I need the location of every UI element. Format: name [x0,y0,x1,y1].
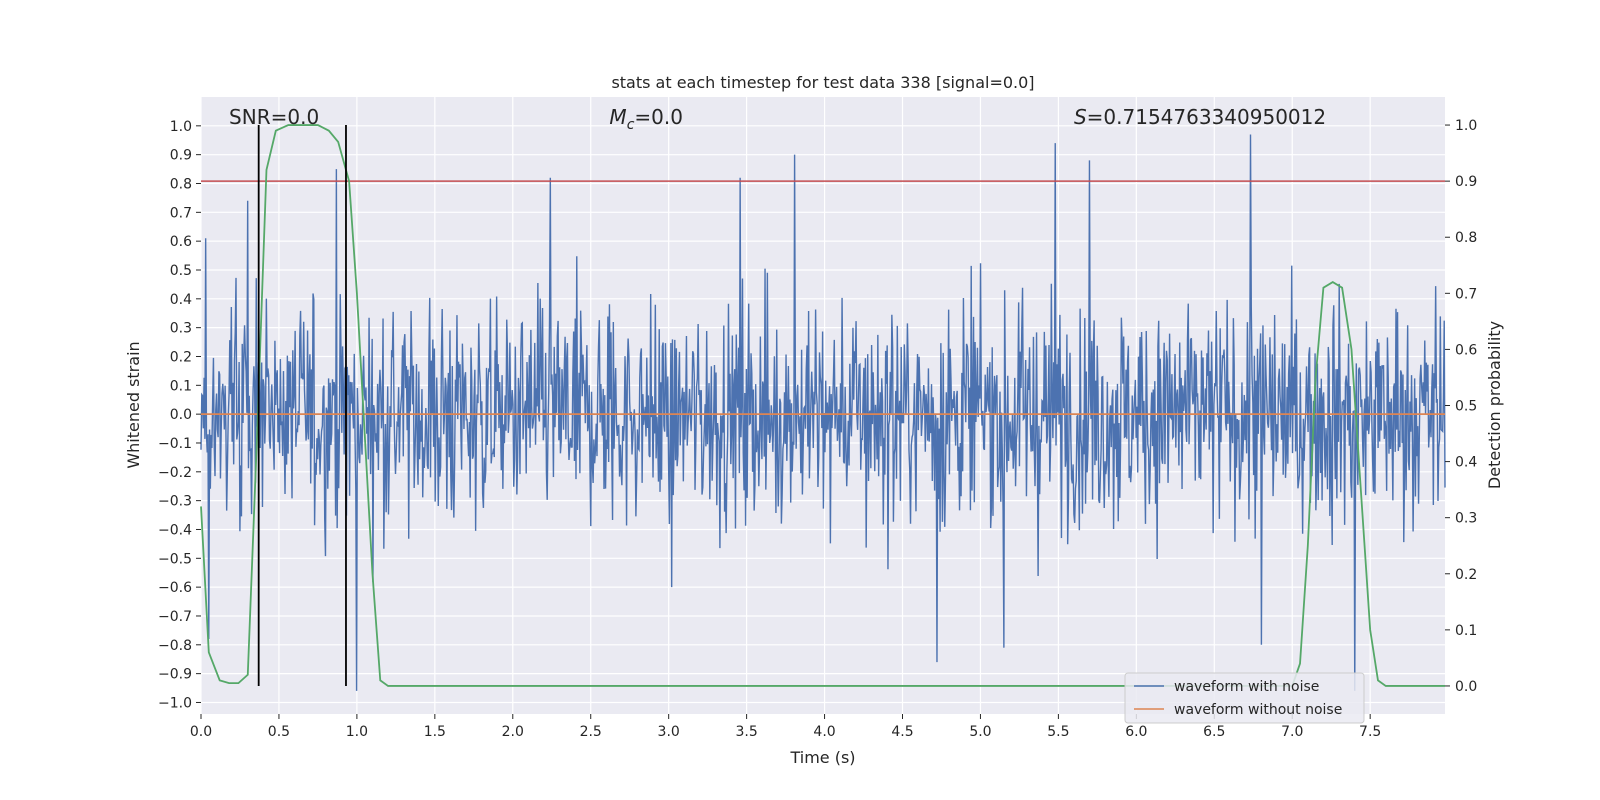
annotation-2: S=0.7154763340950012 [1074,105,1326,129]
y-tick-label-10: 0.0 [170,407,192,423]
annotation-0: SNR=0.0 [229,105,319,129]
x-tick-label-5: 2.5 [580,724,602,740]
legend-label-noise: waveform with noise [1174,679,1319,695]
x-tick-label-10: 5.0 [969,724,991,740]
annotation-1: Mc=0.0 [609,105,683,133]
y2-tick-label-9: 0.1 [1455,623,1477,639]
markers [257,125,347,686]
y-tick-label-3: 0.7 [170,205,192,221]
x-tick-label-13: 6.5 [1203,724,1225,740]
x-tick-label-6: 3.0 [658,724,680,740]
y2-tick-label-8: 0.2 [1455,567,1477,583]
x-tick-label-11: 5.5 [1047,724,1069,740]
x-tick-label-14: 7.0 [1281,724,1303,740]
y-tick-label-6: 0.4 [170,292,192,308]
y2-tick-label-2: 0.8 [1455,230,1477,246]
x-tick-label-4: 2.0 [502,724,524,740]
y-tick-label-20: −1.0 [158,695,192,711]
y-tick-label-5: 0.5 [170,263,192,279]
y-tick-label-1: 0.9 [170,148,192,164]
y-tick-label-9: 0.1 [170,378,192,394]
x-tick-label-7: 3.5 [735,724,757,740]
legend-label-clean: waveform without noise [1174,702,1342,718]
y-tick-label-18: −0.8 [158,638,192,654]
x-tick-label-15: 7.5 [1359,724,1381,740]
x-tick-label-8: 4.0 [813,724,835,740]
x-ticks: 0.0 0.5 1.0 1.5 2.0 2.5 3.0 3.5 4.0 4.5 5.0 5.5 6.0 6… [190,714,1381,740]
legend-box [1124,672,1365,724]
noise-line [200,134,1446,691]
y2-tick-label-10: 0.0 [1455,679,1477,695]
y-tick-label-11: −0.1 [158,436,192,452]
y-tick-label-19: −0.9 [158,667,192,683]
y-tick-label-2: 0.8 [170,176,192,192]
y2-tick-label-0: 1.0 [1455,118,1477,134]
x-tick-label-1: 0.5 [268,724,290,740]
x-tick-label-2: 1.0 [346,724,368,740]
x-tick-label-12: 6.0 [1125,724,1147,740]
x-tick-label-3: 1.5 [424,724,446,740]
y-tick-label-4: 0.6 [170,234,192,250]
chart-title: stats at each timestep for test data 338… [611,73,1034,92]
y2-axis-label: Detection probability [1485,321,1504,489]
y-tick-label-7: 0.3 [170,321,192,337]
detection-probability-line [200,124,1445,687]
y-tick-label-8: 0.2 [170,349,192,365]
y-ticks: 1.0 0.9 0.8 0.7 0.6 0.5 0.4 0.3 0.2 0.1 0.0 −0.1 −0.… [158,119,201,711]
y-tick-label-0: 1.0 [170,119,192,135]
y2-tick-label-5: 0.5 [1455,399,1477,415]
annotations: SNR=0.0 Mc=0.0 S=0.7154763340950012 [229,105,1326,133]
y2-tick-label-4: 0.6 [1455,342,1477,358]
y-tick-label-15: −0.5 [158,551,192,567]
y2-ticks: 1.0 0.9 0.8 0.7 0.6 0.5 0.4 0.3 0.2 0.1 0.0 [1445,118,1477,695]
y-tick-label-13: −0.3 [158,494,192,510]
y2-tick-label-7: 0.3 [1455,511,1477,527]
legend: waveform with noise waveform without noi… [1124,672,1365,724]
y-tick-label-16: −0.6 [158,580,192,596]
x-tick-label-0: 0.0 [190,724,212,740]
x-axis-label: Time (s) [789,748,855,767]
y-tick-label-17: −0.7 [158,609,192,625]
y-tick-label-14: −0.4 [158,522,192,538]
noise-series [200,134,1446,691]
y2-tick-label-1: 0.9 [1455,174,1477,190]
y2-tick-label-3: 0.7 [1455,286,1477,302]
series-lines [200,124,1445,687]
x-tick-label-9: 4.5 [891,724,913,740]
y-axis-label: Whitened strain [124,341,143,468]
y2-tick-label-6: 0.4 [1455,455,1477,471]
y-tick-label-12: −0.2 [158,465,192,481]
